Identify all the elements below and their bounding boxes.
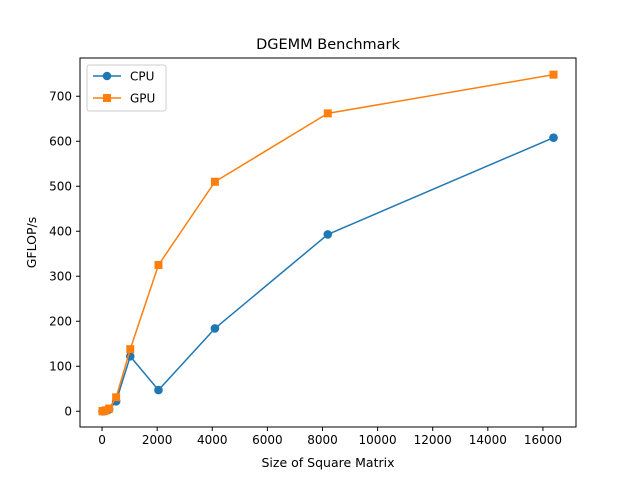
- plot-frame: [79, 57, 577, 428]
- legend-entry-gpu: GPU: [93, 91, 155, 105]
- data-point: [105, 404, 114, 413]
- axes-layer: 0 2000 4000 6000 8000 10000 12000 14000 16000 0 10…: [49, 90, 562, 447]
- data-point: [323, 109, 332, 118]
- x-tick-label: 10000: [359, 433, 397, 447]
- data-point: [126, 345, 135, 354]
- data-point: [112, 393, 121, 402]
- x-tick-label: 8000: [307, 433, 338, 447]
- x-tick-label: 16000: [524, 433, 562, 447]
- data-point: [549, 70, 558, 79]
- y-tick-label: 100: [49, 360, 72, 374]
- x-tick-label: 0: [98, 433, 106, 447]
- x-tick-label: 6000: [252, 433, 283, 447]
- data-point: [549, 133, 558, 142]
- y-tick-label: 300: [49, 270, 72, 284]
- y-tick-label: 600: [49, 135, 72, 149]
- chart-title: DGEMM Benchmark: [256, 37, 400, 53]
- x-tick-label: 12000: [414, 433, 452, 447]
- data-point: [154, 261, 163, 269]
- y-tick-label: 0: [64, 405, 72, 419]
- legend-entry-cpu: CPU: [93, 69, 154, 83]
- legend-marker: [103, 94, 111, 102]
- data-point: [154, 385, 163, 395]
- legend: CPU GPU: [86, 64, 167, 112]
- x-tick-label: 14000: [469, 433, 507, 447]
- series-layer: [98, 70, 558, 416]
- data-point: [210, 324, 220, 333]
- legend-label: GPU: [130, 91, 155, 105]
- data-point: [210, 177, 219, 186]
- series-gpu: [98, 70, 558, 416]
- x-axis-label: Size of Square Matrix: [262, 455, 395, 470]
- y-tick-label: 700: [49, 90, 72, 104]
- y-tick-label: 500: [49, 180, 72, 194]
- legend-label: CPU: [130, 69, 154, 83]
- data-point: [323, 230, 333, 239]
- y-tick-label: 400: [49, 225, 72, 239]
- x-tick-label: 4000: [197, 433, 228, 447]
- legend-marker: [102, 71, 112, 81]
- y-tick-label: 200: [49, 315, 72, 329]
- plot-area: [80, 58, 576, 427]
- y-axis-label: GFLOP/s: [24, 217, 39, 269]
- x-tick-label: 2000: [142, 433, 173, 447]
